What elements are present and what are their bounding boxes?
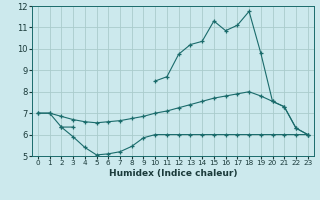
X-axis label: Humidex (Indice chaleur): Humidex (Indice chaleur) — [108, 169, 237, 178]
